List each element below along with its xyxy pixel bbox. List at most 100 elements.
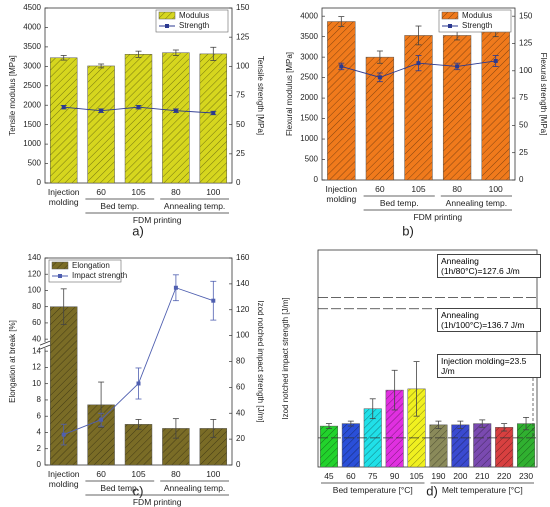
y2-tick-label: 60 — [236, 382, 245, 391]
y-tick-label: 4500 — [23, 3, 41, 12]
y2-tick-label: 150 — [519, 11, 533, 20]
y2-axis-label: Flexural strength [MPa] — [539, 53, 548, 136]
x-tick-label: 90 — [389, 471, 400, 481]
bar — [495, 427, 514, 468]
bar — [341, 423, 360, 468]
y2-tick-label: 0 — [236, 178, 241, 187]
y2-tick-label: 20 — [236, 434, 245, 443]
y2-tick-label: 0 — [236, 460, 241, 469]
supergroup-label: FDM printing — [132, 215, 182, 225]
marker — [377, 75, 382, 80]
y-tick-label: 1500 — [23, 120, 41, 129]
bar — [87, 65, 115, 184]
legend-swatch — [158, 11, 176, 20]
y2-tick-label: 50 — [519, 121, 528, 130]
axis-break-mark — [39, 344, 51, 350]
marker — [173, 285, 178, 290]
y-tick-label: 0 — [314, 175, 319, 184]
y-tick-label: 1500 — [300, 114, 318, 123]
x-tick-label: 100 — [206, 187, 221, 197]
x-tick-label: 105 — [409, 471, 424, 481]
y2-tick-label: 0 — [519, 175, 524, 184]
y2-tick-label: 125 — [519, 39, 533, 48]
group-label: Melt temperature [°C] — [441, 485, 523, 495]
y-tick-label: 2000 — [23, 100, 41, 109]
x-tick-label: Injection molding — [47, 469, 80, 489]
legend-marker — [165, 24, 169, 28]
bar — [162, 52, 190, 184]
bar — [319, 425, 338, 468]
y-tick-label: 10 — [32, 379, 41, 388]
marker — [211, 111, 216, 115]
legend-swatch — [441, 11, 459, 20]
panel-label: b) — [402, 223, 414, 238]
y-tick-label: 3000 — [300, 52, 318, 61]
y-tick-label: 140 — [28, 253, 42, 262]
y2-tick-label: 100 — [236, 331, 250, 340]
legend-label: Strength — [179, 21, 209, 30]
y2-tick-label: 100 — [519, 66, 533, 75]
x-tick-label: 100 — [488, 184, 503, 194]
group-label: Annealing temp. — [445, 198, 508, 208]
y-tick-label: 120 — [28, 269, 42, 278]
legend-label: Impact strength — [72, 271, 127, 280]
group-label: Bed temperature [°C] — [332, 485, 413, 495]
x-tick-label: 190 — [431, 471, 446, 481]
y2-tick-label: 75 — [519, 93, 528, 102]
x-tick-label: 80 — [171, 187, 181, 197]
x-tick-label: 60 — [346, 471, 356, 481]
group-label: Annealing temp. — [163, 201, 226, 211]
legend-label: Elongation — [72, 261, 110, 270]
bar — [49, 57, 78, 184]
bar — [442, 35, 472, 181]
x-tick-label: 210 — [475, 471, 490, 481]
y-tick-label: 4 — [37, 428, 42, 437]
panel-label: d) — [426, 483, 438, 498]
axis-break — [41, 342, 49, 349]
group-label: Bed temp. — [100, 201, 140, 211]
marker — [136, 105, 141, 110]
y-tick-label: 4000 — [300, 11, 318, 20]
y-tick-label: 2 — [37, 444, 42, 453]
legend-marker — [58, 274, 62, 278]
y-tick-label: 40 — [32, 334, 41, 343]
marker — [455, 64, 460, 69]
marker — [61, 105, 66, 110]
bar — [473, 423, 492, 468]
panel-label: a) — [132, 223, 144, 238]
y-tick-label: 12 — [32, 363, 41, 372]
y-tick-label: 80 — [32, 302, 41, 311]
bar — [124, 424, 153, 466]
y2-tick-label: 75 — [236, 91, 245, 100]
x-tick-label: 60 — [96, 469, 106, 479]
marker — [173, 108, 178, 113]
bar — [429, 424, 448, 468]
x-tick-label: 200 — [453, 471, 468, 481]
marker — [99, 417, 104, 422]
supergroup-label: FDM printing — [413, 212, 463, 222]
y2-tick-label: 140 — [236, 279, 250, 288]
y-tick-label: 3000 — [23, 61, 41, 70]
x-tick-label: 100 — [206, 469, 221, 479]
x-tick-label: Injection molding — [47, 187, 80, 207]
y2-tick-label: 160 — [236, 253, 250, 262]
marker — [339, 64, 344, 69]
y2-axis-label: Tensile strength [MPa] — [256, 56, 265, 135]
y2-tick-label: 120 — [236, 305, 250, 314]
y2-tick-label: 50 — [236, 120, 245, 129]
y-tick-label: 14 — [32, 346, 41, 355]
group-label: Bed temp. — [100, 483, 140, 493]
x-tick-label: 105 — [131, 187, 146, 197]
y-tick-label: 3500 — [23, 42, 41, 51]
bar — [481, 26, 510, 181]
x-tick-label: 80 — [452, 184, 462, 194]
bar — [451, 424, 470, 468]
x-tick-label: 80 — [171, 469, 181, 479]
y-axis-label: Flexural modulus [MPa] — [285, 52, 294, 136]
bar — [199, 53, 228, 184]
x-tick-label: 105 — [131, 469, 146, 479]
x-tick-label: 60 — [96, 187, 106, 197]
axis-break-mark — [39, 340, 51, 346]
y-tick-label: 4000 — [23, 23, 41, 32]
y-tick-label: 1000 — [300, 134, 318, 143]
